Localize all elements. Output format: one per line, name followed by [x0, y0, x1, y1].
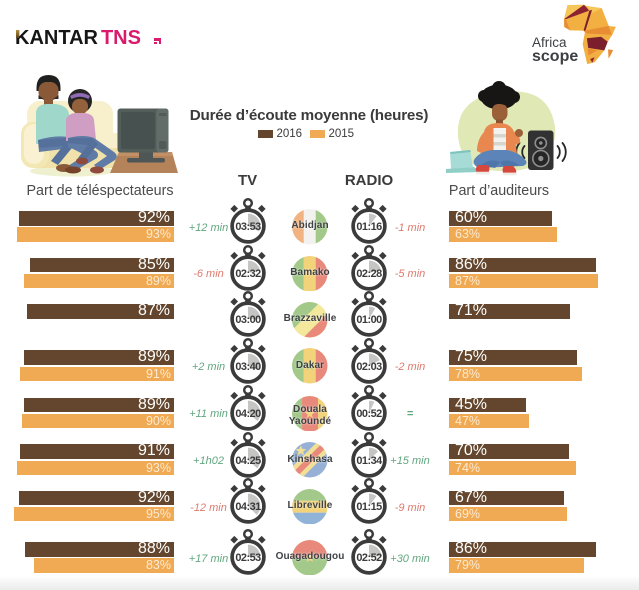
svg-text:01:00: 01:00 — [356, 314, 382, 326]
svg-text:03:00: 03:00 — [235, 314, 261, 326]
svg-text:02:03: 02:03 — [356, 361, 382, 373]
svg-text:04:31: 04:31 — [235, 501, 261, 513]
svg-text:01:15: 01:15 — [356, 501, 382, 513]
svg-text:02:28: 02:28 — [356, 268, 382, 280]
svg-text:02:53: 02:53 — [235, 552, 261, 564]
svg-text:01:34: 01:34 — [356, 455, 382, 467]
svg-text:03:40: 03:40 — [235, 361, 261, 373]
svg-text:02:52: 02:52 — [356, 552, 382, 564]
svg-text:02:32: 02:32 — [235, 268, 261, 280]
svg-text:00:52: 00:52 — [356, 408, 382, 420]
svg-text:03:53: 03:53 — [235, 221, 261, 233]
svg-text:04:20: 04:20 — [235, 408, 261, 420]
svg-text:04:25: 04:25 — [235, 455, 261, 467]
svg-text:01:16: 01:16 — [356, 221, 382, 233]
